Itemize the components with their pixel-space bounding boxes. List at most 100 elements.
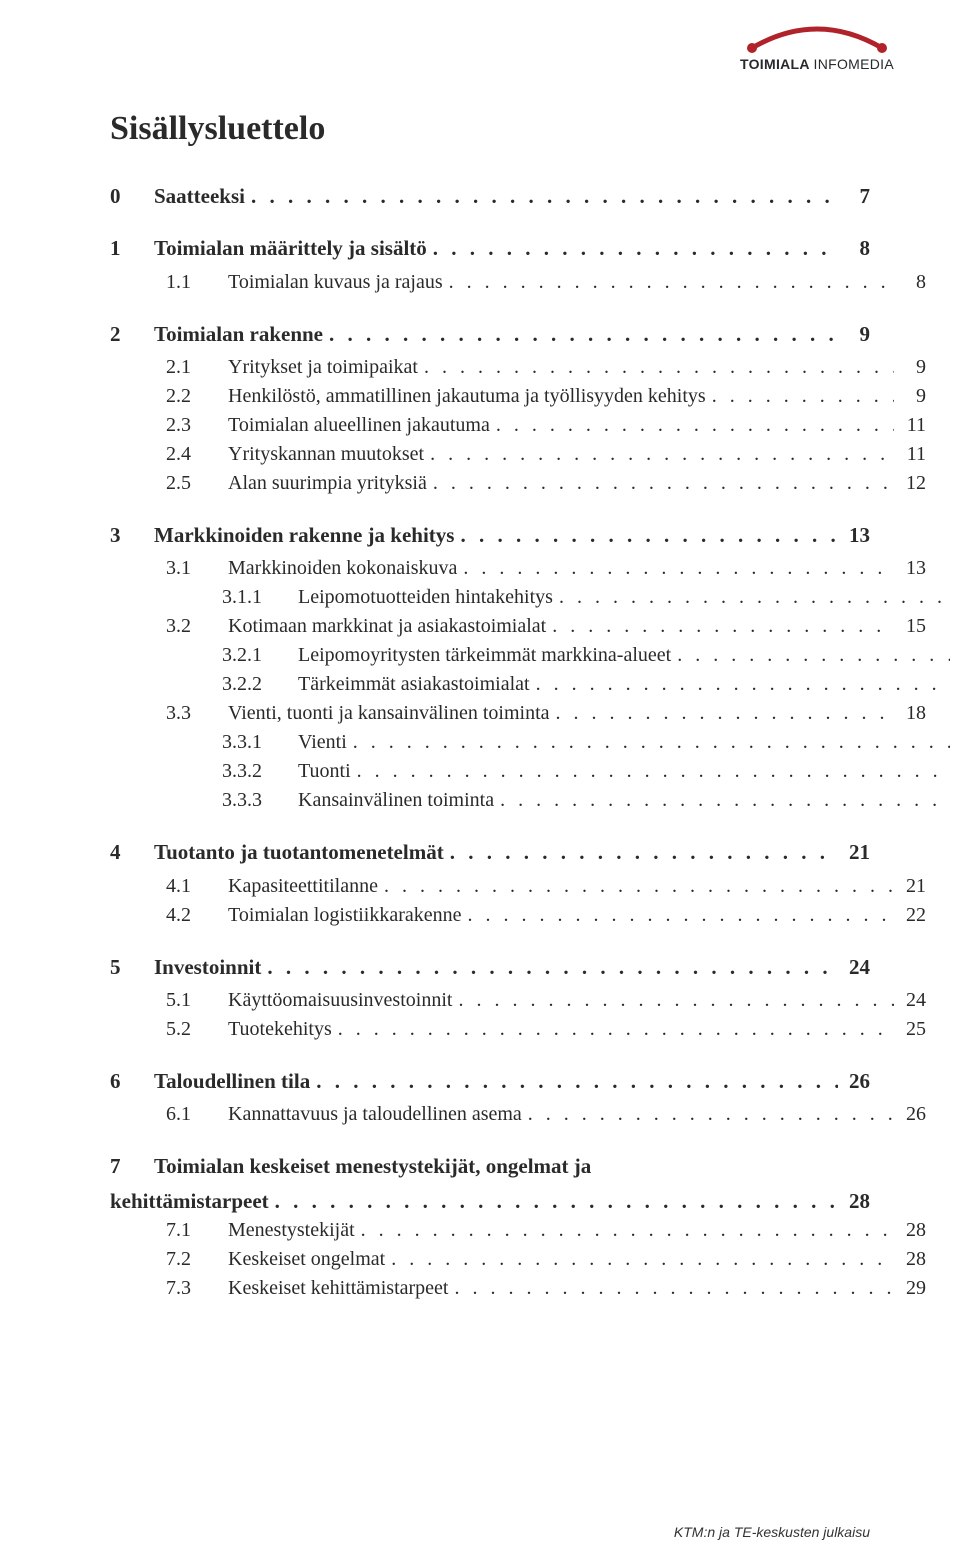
toc-leader: . . . . . . . . . . . . . . . . . . . . … (546, 613, 894, 640)
toc-number: 3.2.1 (222, 642, 280, 669)
toc-entry: 2.3Toimialan alueellinen jakautuma . . .… (110, 412, 926, 439)
toc-number: 5 (110, 953, 136, 981)
toc-leader: . . . . . . . . . . . . . . . . . . . . … (269, 1187, 838, 1215)
toc-leader: . . . . . . . . . . . . . . . . . . . . … (427, 470, 894, 497)
toc-label: Yritykset ja toimipaikat (228, 354, 418, 381)
toc-leader: . . . . . . . . . . . . . . . . . . . . … (378, 873, 894, 900)
toc-leader: . . . . . . . . . . . . . . . . . . . . … (418, 354, 894, 381)
toc-page-number: 15 (894, 613, 926, 640)
toc-label: Yrityskannan muutokset (228, 441, 424, 468)
toc-number: 2.2 (166, 383, 210, 410)
toc-entry: 1.1Toimialan kuvaus ja rajaus . . . . . … (110, 269, 926, 296)
toc-label: Keskeiset kehittämistarpeet (228, 1275, 448, 1302)
toc-number: 2.3 (166, 412, 210, 439)
toc-number: 3.3.2 (222, 758, 280, 785)
toc-entry: 7.1Menestystekijät . . . . . . . . . . .… (110, 1217, 926, 1244)
toc-number: 7.3 (166, 1275, 210, 1302)
toc-page-number: 8 (838, 234, 870, 262)
toc-entry: 3.3Vienti, tuonti ja kansainvälinen toim… (110, 700, 926, 727)
toc-page-number: 25 (894, 1016, 926, 1043)
toc-leader: . . . . . . . . . . . . . . . . . . . . … (310, 1067, 838, 1095)
toc-entry: 3.2Kotimaan markkinat ja asiakastoimiala… (110, 613, 926, 640)
toc-leader: . . . . . . . . . . . . . . . . . . . . … (457, 555, 894, 582)
toc-label: Toimialan keskeiset menestystekijät, ong… (154, 1152, 591, 1180)
toc-number: 5.1 (166, 987, 210, 1014)
toc-entry: 2.4Yrityskannan muutokset . . . . . . . … (110, 441, 926, 468)
toc-label: Kansainvälinen toiminta (298, 787, 494, 814)
toc-label: Toimialan rakenne (154, 320, 323, 348)
toc-page-number: 18 (950, 729, 960, 756)
toc-leader: . . . . . . . . . . . . . . . . . . . . … (490, 412, 894, 439)
toc-page-number: 13 (838, 521, 870, 549)
toc-label: Kannattavuus ja taloudellinen asema (228, 1101, 522, 1128)
toc-page-number: 9 (894, 383, 926, 410)
page-title: Sisällysluettelo (110, 110, 870, 148)
toc-page-number: 18 (894, 700, 926, 727)
toc-entry: 2 Toimialan rakenne . . . . . . . . . . .… (110, 320, 870, 348)
toc-label: Alan suurimpia yrityksiä (228, 470, 427, 497)
toc-entry: 2.5Alan suurimpia yrityksiä . . . . . . … (110, 470, 926, 497)
toc-label: Tärkeimmät asiakastoimialat (298, 671, 530, 698)
toc-page-number: 22 (894, 902, 926, 929)
toc-number: 2.4 (166, 441, 210, 468)
toc-number: 2.1 (166, 354, 210, 381)
toc-entry: 3.2.2Tärkeimmät asiakastoimialat . . . .… (110, 671, 960, 698)
toc-leader: . . . . . . . . . . . . . . . . . . . . … (494, 787, 950, 814)
toc-leader: . . . . . . . . . . . . . . . . . . . . … (351, 758, 950, 785)
toc-leader: . . . . . . . . . . . . . . . . . . . . … (448, 1275, 894, 1302)
toc-entry: 5.1Käyttöomaisuusinvestoinnit . . . . . … (110, 987, 926, 1014)
toc-page-number: 26 (894, 1101, 926, 1128)
toc-number: 0 (110, 182, 136, 210)
toc-leader: . . . . . . . . . . . . . . . . . . . . … (355, 1217, 894, 1244)
toc-leader: . . . . . . . . . . . . . . . . . . . . … (671, 642, 950, 669)
toc-page-number: 15 (950, 642, 960, 669)
toc-label: Leipomoyritysten tärkeimmät markkina-alu… (298, 642, 671, 669)
toc-entry: 3Markkinoiden rakenne ja kehitys . . . .… (110, 521, 870, 549)
toc-page-number: 28 (894, 1217, 926, 1244)
toc-entry: 4.2Toimialan logistiikkarakenne . . . . … (110, 902, 926, 929)
toc-entry: 2.2Henkilöstö, ammatillinen jakautuma ja… (110, 383, 926, 410)
toc-label: Taloudellinen tila (154, 1067, 310, 1095)
logo-text: TOIMIALA INFOMEDIA (722, 56, 912, 72)
toc-label: Tuotekehitys (228, 1016, 332, 1043)
toc-page-number: 8 (894, 269, 926, 296)
toc-page-number: 9 (894, 354, 926, 381)
toc-label: kehittämistarpeet (110, 1187, 269, 1215)
toc-label: Leipomotuotteiden hintakehitys (298, 584, 553, 611)
toc-leader: . . . . . . . . . . . . . . . . . . . . … (553, 584, 950, 611)
toc-label: Tuonti (298, 758, 351, 785)
toc-leader: . . . . . . . . . . . . . . . . . . . . … (323, 320, 838, 348)
toc-number: 4.2 (166, 902, 210, 929)
toc-label: Toimialan logistiikkarakenne (228, 902, 462, 929)
toc-entry: 7 Toimialan keskeiset menestystekijät, on… (110, 1152, 870, 1180)
table-of-contents: 0 Saatteeksi . . . . . . . . . . . . . . … (110, 182, 870, 1302)
toc-leader: . . . . . . . . . . . . . . . . . . . . … (347, 729, 950, 756)
toc-number: 6.1 (166, 1101, 210, 1128)
toc-label: Vienti (298, 729, 347, 756)
toc-number: 7 (110, 1152, 136, 1180)
toc-entry: 3.1.1 Leipomotuotteiden hintakehitys . . … (110, 584, 960, 611)
toc-leader: . . . . . . . . . . . . . . . . . . . . … (261, 953, 838, 981)
toc-number: 3.1.1 (222, 584, 280, 611)
toc-page-number: 19 (950, 758, 960, 785)
toc-leader: . . . . . . . . . . . . . . . . . . . . … (245, 182, 838, 210)
toc-entry: 0 Saatteeksi . . . . . . . . . . . . . . … (110, 182, 870, 210)
toc-page-number: 29 (894, 1275, 926, 1302)
toc-number: 7.2 (166, 1246, 210, 1273)
toc-entry: 2.1 Yritykset ja toimipaikat . . . . . . … (110, 354, 926, 381)
toc-number: 3.2 (166, 613, 210, 640)
toc-entry: 6 Taloudellinen tila . . . . . . . . . . … (110, 1067, 870, 1095)
toc-entry: 1Toimialan määrittely ja sisältö . . . .… (110, 234, 870, 262)
toc-page-number: 12 (894, 470, 926, 497)
toc-page-number: 24 (838, 953, 870, 981)
toc-entry: 7.2Keskeiset ongelmat . . . . . . . . . … (110, 1246, 926, 1273)
toc-leader: . . . . . . . . . . . . . . . . . . . . … (452, 987, 894, 1014)
toc-number: 4 (110, 838, 136, 866)
toc-number: 3.3 (166, 700, 210, 727)
toc-number: 6 (110, 1067, 136, 1095)
toc-number: 2 (110, 320, 136, 348)
toc-label: Saatteeksi (154, 182, 245, 210)
logo-arc-icon (742, 22, 892, 54)
toc-entry: 3.1Markkinoiden kokonaiskuva . . . . . .… (110, 555, 926, 582)
toc-label: Markkinoiden rakenne ja kehitys (154, 521, 454, 549)
